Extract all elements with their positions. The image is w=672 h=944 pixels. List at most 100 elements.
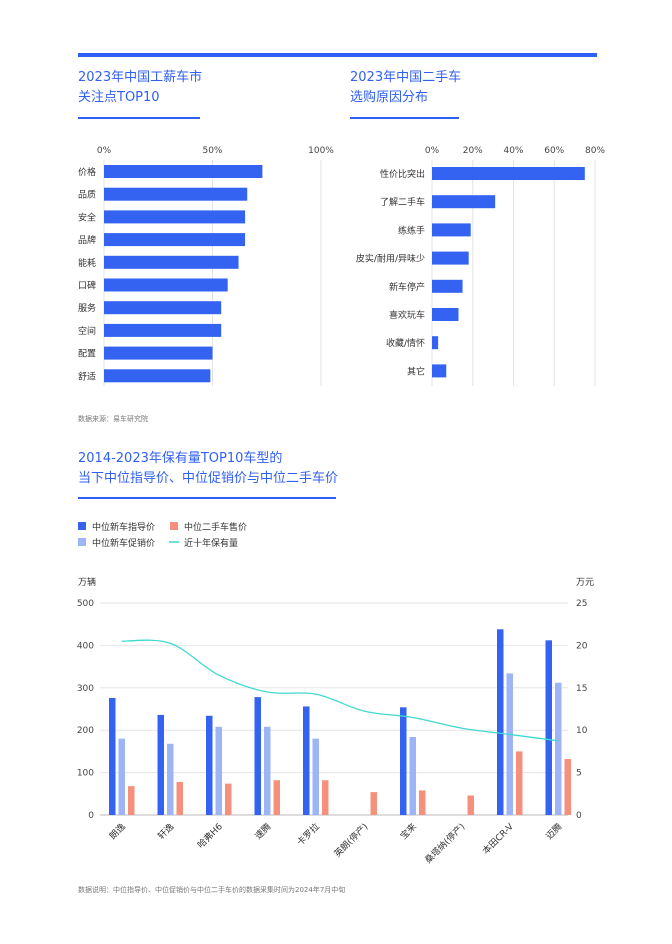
chart1-title: 2023年中国工薪车市 关注点TOP10 bbox=[78, 68, 202, 108]
chart1-category-label: 能耗 bbox=[78, 257, 96, 269]
bar-used-price bbox=[564, 759, 571, 815]
x-category-label: 迈腾 bbox=[543, 821, 564, 842]
top-accent-bar bbox=[78, 53, 597, 57]
x-category-label: 本田CR-V bbox=[480, 820, 517, 857]
chart2-bar bbox=[432, 336, 439, 350]
legend-used-price-label: 中位二手车售价 bbox=[184, 521, 247, 533]
chart1-bar bbox=[104, 346, 213, 360]
x-category-label: 速腾 bbox=[252, 821, 273, 842]
chart2-horizontal-bar: 0% 20% 40% 60% 80% 性价比突出了解二手车练练手皮实/耐用/异味少新车停产… bbox=[356, 146, 605, 386]
chart2-bar bbox=[432, 167, 585, 180]
chart1-category-label: 品牌 bbox=[78, 234, 96, 246]
chart1-bar bbox=[104, 301, 222, 315]
legend-promo-price-label: 中位新车促销价 bbox=[92, 537, 155, 549]
chart1-title-line1: 2023年中国工薪车市 bbox=[78, 70, 203, 85]
chart1-bar bbox=[104, 255, 239, 269]
legend-guide-price-swatch bbox=[78, 522, 86, 530]
y-right-tick-label: 20 bbox=[576, 641, 588, 651]
chart1-bar bbox=[104, 323, 222, 337]
bar-used-price bbox=[370, 792, 377, 815]
bar-used-price bbox=[176, 781, 183, 815]
chart2-category-label: 新车停产 bbox=[389, 281, 425, 293]
chart2-tick-label: 60% bbox=[544, 146, 564, 156]
y-left-tick-label: 0 bbox=[88, 811, 94, 821]
y-left-tick-label: 400 bbox=[77, 641, 94, 651]
bar-used-price bbox=[322, 780, 329, 815]
legend-guide-price-label: 中位新车指导价 bbox=[92, 521, 155, 533]
source-note: 数据来源：易车研究院 bbox=[78, 415, 148, 423]
footnote: 数据说明：中位指导价、中位促销价与中位二手车价的数据采集时间为2024年7月中旬 bbox=[78, 886, 346, 894]
chart1-category-label: 安全 bbox=[78, 211, 96, 223]
chart1-bar bbox=[104, 278, 228, 292]
x-category-label: 朗逸 bbox=[107, 821, 128, 842]
chart2-bar bbox=[432, 308, 459, 321]
bar-promo-price bbox=[215, 726, 222, 815]
x-category-label: 哈弗H6 bbox=[195, 820, 225, 850]
legend-ownership-label: 近十年保有量 bbox=[184, 537, 238, 549]
chart1-bar bbox=[104, 187, 248, 201]
chart3-title: 2014-2023年保有量TOP10车型的 当下中位指导价、中位促销价与中位二手… bbox=[78, 449, 338, 489]
bar-promo-price bbox=[409, 736, 416, 815]
x-category-label: 轩逸 bbox=[155, 821, 176, 842]
chart2-title-line2: 选购原因分布 bbox=[350, 90, 429, 105]
x-category-label: 英朗(停产) bbox=[331, 821, 370, 860]
chart1-bar bbox=[104, 210, 246, 224]
bar-used-price bbox=[273, 780, 280, 815]
chart2-bar bbox=[432, 223, 471, 237]
chart2-bar bbox=[432, 364, 447, 378]
chart1-bar bbox=[104, 165, 263, 178]
y-right-tick-label: 25 bbox=[576, 599, 587, 609]
y-left-tick-label: 100 bbox=[77, 769, 94, 779]
y-right-unit: 万元 bbox=[576, 578, 594, 588]
chart1-tick-label: 0% bbox=[97, 146, 112, 156]
y-left-tick-label: 500 bbox=[77, 599, 94, 609]
bar-promo-price bbox=[118, 738, 125, 815]
chart2-title-line1: 2023年中国二手车 bbox=[350, 70, 462, 85]
bar-guide-price bbox=[254, 697, 261, 815]
bar-promo-price bbox=[506, 673, 513, 815]
chart1-category-label: 空间 bbox=[78, 325, 96, 337]
y-right-tick-label: 5 bbox=[576, 769, 582, 779]
bar-promo-price bbox=[167, 743, 174, 815]
y-right-tick-label: 0 bbox=[576, 811, 582, 821]
chart3-title-line1: 2014-2023年保有量TOP10车型的 bbox=[78, 451, 283, 466]
bar-guide-price bbox=[303, 706, 310, 815]
x-category-label: 桑塔纳(停产) bbox=[422, 821, 467, 866]
bar-used-price bbox=[419, 790, 426, 815]
chart2-bar bbox=[432, 279, 463, 293]
chart1-bar bbox=[104, 369, 211, 383]
bar-guide-price bbox=[206, 715, 213, 815]
y-right-tick-label: 10 bbox=[576, 726, 588, 736]
y-left-unit: 万辆 bbox=[78, 576, 96, 588]
chart2-category-label: 性价比突出 bbox=[380, 168, 425, 180]
chart2-tick-label: 40% bbox=[503, 146, 523, 156]
chart2-tick-label: 80% bbox=[585, 146, 605, 156]
legend-used-price-swatch bbox=[170, 522, 178, 530]
chart2-category-label: 收藏/情怀 bbox=[386, 337, 425, 349]
chart2-category-label: 喜欢玩车 bbox=[389, 309, 425, 321]
bar-used-price bbox=[516, 751, 523, 815]
x-category-label: 宝来 bbox=[398, 821, 419, 842]
chart3-title-rule bbox=[78, 497, 336, 499]
chart2-bar bbox=[432, 251, 469, 265]
bar-guide-price bbox=[157, 714, 164, 815]
chart2-bar bbox=[432, 195, 496, 209]
chart2-tick-label: 0% bbox=[425, 146, 440, 156]
y-left-tick-label: 200 bbox=[77, 726, 94, 736]
bar-used-price bbox=[225, 783, 232, 815]
chart1-category-label: 舒适 bbox=[78, 370, 96, 382]
y-left-tick-label: 300 bbox=[77, 684, 94, 694]
ownership-line bbox=[121, 639, 559, 742]
chart1-category-label: 服务 bbox=[78, 302, 96, 314]
bar-promo-price bbox=[264, 726, 271, 815]
chart2-title: 2023年中国二手车 选购原因分布 bbox=[350, 68, 461, 108]
chart1-category-label: 配置 bbox=[78, 349, 96, 360]
y-right-tick-label: 15 bbox=[576, 684, 587, 694]
chart1-bar bbox=[104, 233, 246, 247]
chart1-category-label: 口碑 bbox=[78, 280, 96, 292]
bar-guide-price bbox=[497, 629, 504, 815]
chart3-title-line2: 当下中位指导价、中位促销价与中位二手车价 bbox=[78, 471, 339, 486]
chart2-category-label: 其它 bbox=[407, 365, 425, 377]
